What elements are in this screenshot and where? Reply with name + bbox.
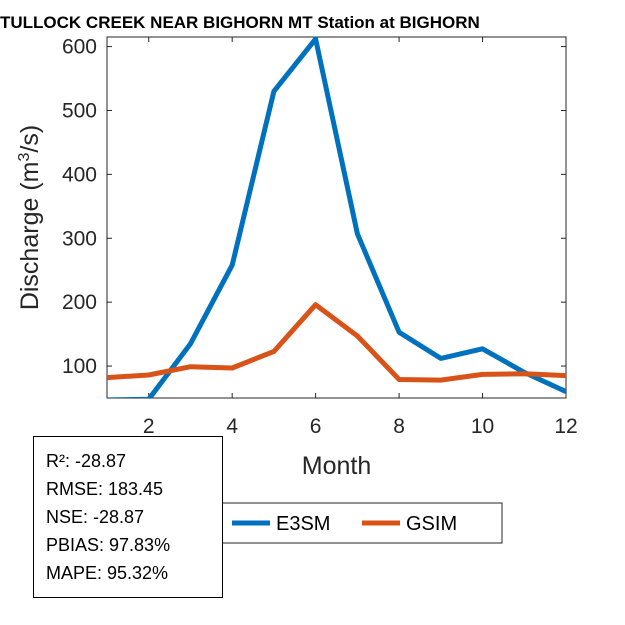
axes-box (106, 36, 567, 399)
y-tick-label: 200 (62, 291, 97, 314)
stat-mape: MAPE: 95.32% (46, 563, 169, 583)
legend-label-gsim: GSIM (406, 513, 457, 535)
y-tick-label: 400 (62, 163, 97, 186)
y-tick-label: 500 (62, 99, 97, 122)
x-tick-label: 2 (143, 415, 155, 438)
x-tick-label: 10 (471, 415, 494, 438)
series-line-e3sm (107, 36, 566, 398)
plot-area: 2 4 6 8 10 12 100 200 300 400 500 600 Month Discharge… (16, 36, 578, 480)
y-tick-label: 600 (62, 36, 97, 59)
y-tick-label: 100 (62, 355, 97, 378)
legend: E3SM GSIM (221, 502, 503, 544)
series-line-gsim (107, 302, 566, 383)
stat-rmse: RMSE: 183.45 (46, 479, 164, 499)
y-axis-label: Discharge (m3/s) (16, 125, 44, 310)
stat-nse: NSE: -28.87 (46, 507, 145, 527)
x-tick-label: 8 (393, 415, 405, 438)
x-tick-label: 12 (554, 415, 577, 438)
x-tick-label: 4 (226, 415, 238, 438)
stat-r2: R²: -28.87 (46, 451, 127, 471)
stat-pbias: PBIAS: 97.83% (46, 535, 171, 555)
x-tick-label: 6 (310, 415, 322, 438)
x-axis-label: Month (302, 452, 371, 480)
chart-title: TULLOCK CREEK NEAR BIGHORN MT Station at… (0, 13, 480, 32)
stats-box: R²: -28.87 RMSE: 183.45 NSE: -28.87 PBIA… (33, 436, 223, 598)
legend-label-e3sm: E3SM (276, 513, 330, 535)
y-tick-label: 300 (62, 227, 97, 250)
